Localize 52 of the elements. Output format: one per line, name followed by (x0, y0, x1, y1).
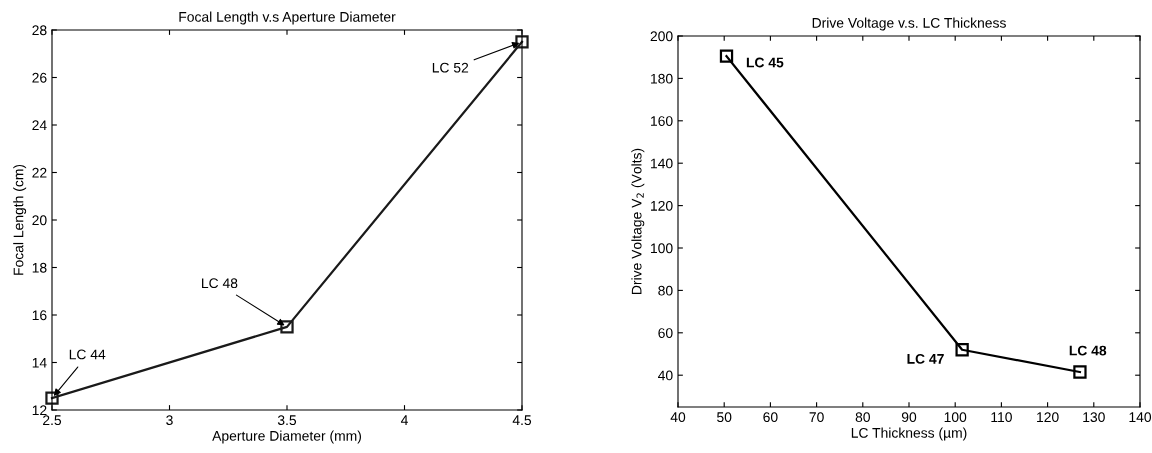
x-tick-label: 40 (670, 412, 686, 423)
point (955, 343, 969, 357)
x-tick-label: 70 (809, 412, 824, 423)
y-tick-label: 22 (32, 167, 47, 178)
y-tick-label: 120 (651, 200, 673, 211)
y-tick-label: 16 (32, 310, 47, 321)
annotation: LC 47 (907, 353, 944, 364)
x-tick-label: 3.5 (277, 415, 297, 426)
y-axis-title: Focal Length (cm) (13, 164, 27, 275)
x-tick-label: 120 (1037, 412, 1059, 423)
y-tick-label: 18 (32, 262, 47, 273)
point (515, 35, 529, 49)
y-tick-label: 80 (658, 285, 673, 296)
x-axis-title: Aperture Diameter (mm) (212, 430, 361, 444)
y-tick-label: 160 (651, 116, 673, 126)
annotation: LC 44 (69, 349, 106, 360)
x-tick-label: 130 (1083, 412, 1105, 423)
point (719, 49, 734, 63)
y-tick-label: 20 (32, 215, 47, 226)
chart-title: Focal Length v.s Aperture Diameter (179, 11, 396, 25)
point (45, 391, 59, 405)
x-tick-label: 4 (400, 415, 408, 425)
y-axis-title: Drive Voltage V$_{2}$ (Volts) (631, 148, 645, 294)
y-tick-label: 24 (32, 120, 47, 131)
x-tick-label: 90 (901, 412, 917, 423)
y-tick-label: 140 (651, 158, 673, 169)
y-tick-label: 28 (32, 25, 47, 36)
x-tick-label: 3 (166, 415, 173, 426)
y-tick-label: 12 (32, 405, 47, 416)
annotation: LC 45 (746, 57, 784, 68)
x-tick-label: 100 (944, 412, 967, 423)
x-tick-label: 60 (763, 412, 778, 423)
annotation: LC 48 (202, 278, 238, 289)
x-tick-label: 80 (855, 412, 870, 423)
x-axis-title: LC Thickness (µm) (851, 427, 967, 441)
y-tick-label: 26 (32, 72, 47, 83)
point (1073, 365, 1087, 379)
annotation: LC 52 (432, 62, 469, 73)
x-tick-label: 4.5 (512, 415, 532, 426)
point (280, 320, 294, 334)
y-tick-label: 200 (650, 31, 673, 42)
y-tick-label: 100 (651, 243, 673, 254)
annotation: LC 48 (1069, 345, 1107, 356)
y-tick-label: 14 (32, 357, 47, 368)
x-tick-label: 140 (1129, 412, 1152, 423)
chart-title: Drive Voltage v.s. LC Thickness (812, 17, 1006, 31)
y-tick-label: 180 (651, 73, 673, 84)
x-tick-label: 2.5 (43, 415, 62, 426)
x-tick-label: 110 (991, 412, 1012, 423)
y-tick-label: 60 (658, 328, 673, 338)
y-tick-label: 40 (658, 370, 673, 381)
x-tick-label: 50 (717, 412, 732, 423)
